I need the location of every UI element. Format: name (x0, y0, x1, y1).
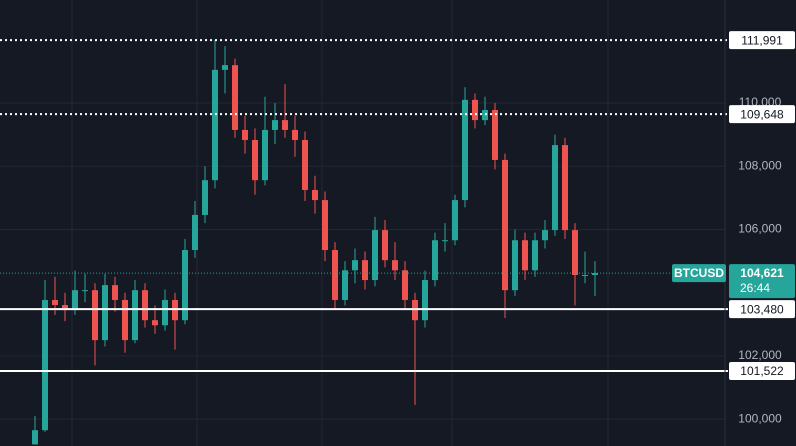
candle-body (382, 230, 388, 261)
candle-body (592, 273, 598, 275)
candle-body (162, 299, 168, 326)
candle-body (192, 214, 198, 251)
level-label: 101,522 (740, 364, 784, 378)
candle-body (92, 290, 98, 341)
candle-body (32, 430, 38, 445)
candle-body (62, 305, 68, 311)
candle-body (372, 230, 378, 281)
level-label-box (729, 31, 795, 50)
candle-body (82, 290, 88, 292)
candle-body (112, 285, 118, 300)
symbol-box (672, 264, 726, 283)
candle-body (562, 145, 568, 231)
y-tick-label: 106,000 (738, 222, 782, 236)
countdown: 26:44 (740, 281, 770, 295)
candle-body (472, 99, 478, 121)
candle-body (552, 145, 558, 231)
last-price-box (729, 264, 795, 299)
candle-body (502, 159, 508, 291)
candle-body (332, 250, 338, 300)
candle-body (152, 320, 158, 326)
candle-body (262, 129, 268, 181)
candle-body (542, 230, 548, 241)
last-price-label: 104,621 (740, 266, 784, 280)
candle-body (572, 230, 578, 275)
candle-body (242, 129, 248, 141)
candle-body (402, 270, 408, 300)
candle-body (42, 299, 48, 431)
candle-body (522, 240, 528, 271)
candle-body (102, 285, 108, 341)
candle-body (462, 99, 468, 201)
candle-body (232, 65, 238, 130)
candle-body (252, 140, 258, 181)
candle-body (72, 290, 78, 311)
candle-body (532, 240, 538, 271)
level-label-box (729, 300, 795, 319)
y-tick-label: 102,000 (738, 348, 782, 362)
candle-body (142, 290, 148, 321)
candle-body (202, 180, 208, 215)
candle-body (322, 200, 328, 251)
level-label-box (729, 105, 795, 124)
y-tick-label: 108,000 (738, 158, 782, 172)
candle-body (52, 299, 58, 306)
candle-body (132, 290, 138, 341)
candle-body (302, 140, 308, 190)
candle-body (182, 250, 188, 321)
level-label: 111,991 (741, 33, 783, 47)
candle-body (222, 65, 228, 70)
candle-body (122, 299, 128, 341)
candle-body (582, 274, 588, 276)
candle-body (362, 260, 368, 281)
candle-body (282, 120, 288, 130)
candle-body (492, 109, 498, 160)
candle-body (352, 260, 358, 271)
candle-body (272, 120, 278, 130)
candle-body (422, 280, 428, 321)
candle-body (392, 260, 398, 271)
candle-body (512, 240, 518, 291)
candle-body (342, 270, 348, 300)
y-tick-label: 100,000 (738, 411, 782, 425)
candle-body (442, 240, 448, 242)
symbol-label: BTCUSD (674, 266, 724, 280)
level-label-box (729, 362, 795, 381)
candle-body (432, 240, 438, 281)
level-label: 109,648 (740, 107, 784, 121)
candle-body (292, 129, 298, 141)
candle-body (452, 200, 458, 241)
level-label: 103,480 (740, 302, 784, 316)
candle-body (212, 69, 218, 181)
candle-body (312, 189, 318, 201)
